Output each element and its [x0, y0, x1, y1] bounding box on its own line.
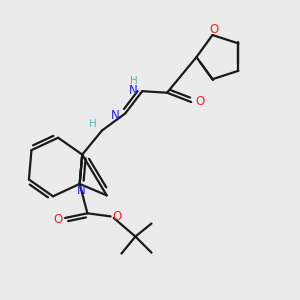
Text: O: O [113, 210, 122, 223]
Text: O: O [196, 95, 205, 108]
Text: O: O [209, 23, 219, 36]
Text: H: H [89, 119, 97, 129]
Text: N: N [129, 84, 138, 97]
Text: N: N [111, 109, 120, 122]
Text: N: N [77, 184, 85, 197]
Text: H: H [130, 76, 137, 86]
Text: O: O [54, 213, 63, 226]
